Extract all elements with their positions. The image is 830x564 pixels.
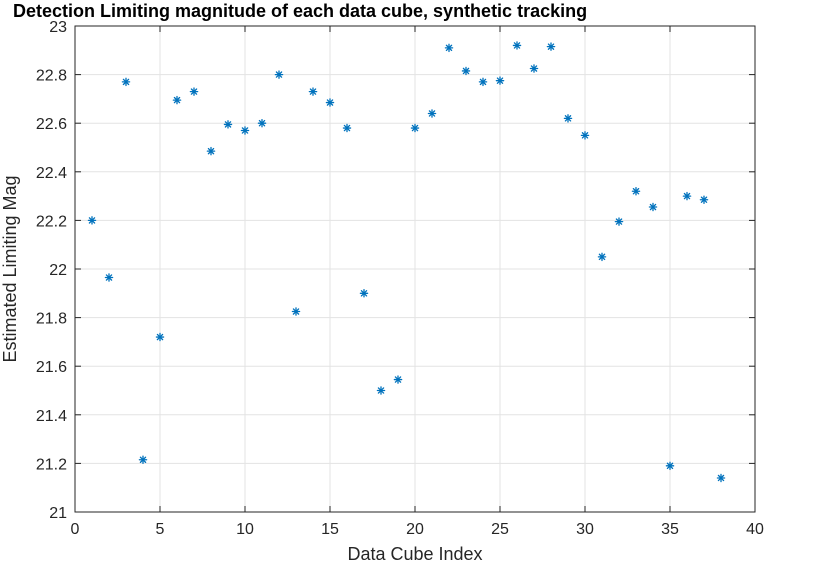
x-axis-label: Data Cube Index [347, 544, 482, 564]
x-tick-label: 30 [576, 521, 594, 538]
data-point [172, 95, 182, 105]
data-point [665, 461, 675, 471]
data-point [189, 87, 199, 96]
y-axis-ticks: 21 21.2 21.4 21.6 21.8 22 22.2 22.4 22.6 22.8 23 [36, 19, 755, 522]
data-point [597, 252, 607, 262]
grid-lines [74, 25, 756, 513]
data-point [410, 123, 420, 133]
data-points [87, 41, 726, 483]
data-point [257, 118, 267, 128]
data-point [682, 191, 692, 201]
data-point [308, 87, 318, 96]
y-tick-label: 21.8 [36, 311, 67, 328]
data-point [461, 66, 471, 76]
data-point [138, 455, 148, 465]
data-point [240, 126, 250, 135]
y-tick-label: 22.8 [36, 68, 67, 85]
data-point [376, 386, 386, 395]
data-point [529, 64, 539, 73]
chart-title: Detection Limiting magnitude of each dat… [13, 1, 587, 21]
data-point [478, 77, 488, 87]
x-tick-label: 0 [71, 521, 80, 538]
data-point [444, 43, 454, 53]
y-axis-label: Estimated Limiting Mag [0, 175, 20, 362]
data-point [563, 114, 573, 123]
data-point [699, 195, 709, 204]
y-tick-label: 22 [49, 262, 67, 279]
data-point [155, 332, 165, 342]
y-tick-label: 21.2 [36, 456, 67, 473]
data-point [716, 473, 726, 483]
data-point [87, 216, 97, 225]
y-tick-label: 21.4 [36, 408, 67, 425]
data-point [359, 289, 369, 298]
data-point [104, 273, 114, 282]
y-tick-label: 22.4 [36, 165, 67, 182]
x-tick-label: 40 [746, 521, 764, 538]
data-point [274, 70, 284, 79]
data-point [580, 131, 590, 140]
data-point [427, 109, 437, 118]
data-point [546, 42, 556, 51]
x-axis-ticks: 0 5 10 15 20 25 30 35 40 [71, 26, 764, 538]
y-tick-label: 21.6 [36, 359, 67, 376]
data-point [223, 120, 233, 129]
y-tick-label: 22.6 [36, 116, 67, 133]
data-point [342, 123, 352, 133]
x-tick-label: 15 [321, 521, 339, 538]
x-tick-label: 10 [236, 521, 254, 538]
y-tick-label: 21 [49, 505, 67, 522]
x-tick-label: 35 [661, 521, 679, 538]
x-tick-label: 25 [491, 521, 509, 538]
data-point [121, 77, 131, 87]
data-point [631, 186, 641, 196]
y-tick-label: 22.2 [36, 213, 67, 230]
y-tick-label: 23 [49, 19, 67, 36]
data-point [206, 146, 216, 156]
data-point [648, 202, 658, 212]
x-tick-label: 20 [406, 521, 424, 538]
data-point [325, 98, 335, 107]
data-point [495, 76, 505, 85]
data-point [291, 307, 301, 316]
data-point [393, 375, 403, 384]
data-point [512, 41, 522, 50]
x-tick-label: 5 [156, 521, 165, 538]
data-point [614, 217, 624, 226]
